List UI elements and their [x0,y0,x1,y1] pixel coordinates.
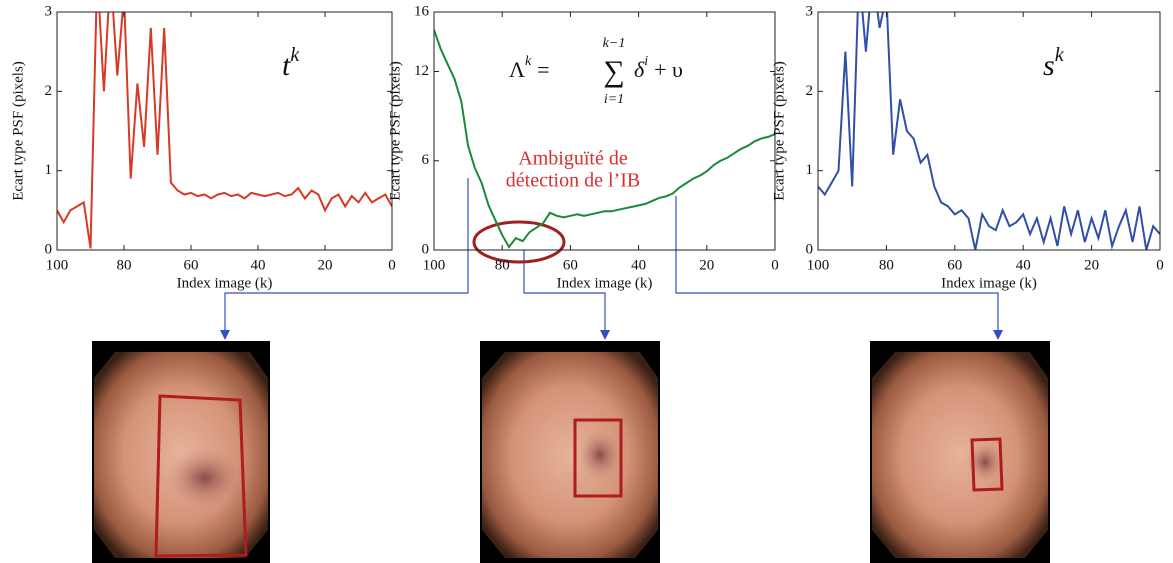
formula: δi + υ [634,54,683,82]
formula-part: k [525,54,532,69]
formula-sum: ∑ [603,55,624,88]
formula-sum-bottom: i=1 [604,92,624,107]
x-tick-label: 0 [771,257,779,273]
data-line [57,12,392,249]
y-tick-label: 1 [45,162,53,178]
x-tick-label: 40 [251,257,266,273]
formula-sum-top: k−1 [603,36,626,51]
x-axis-label: Index image (k) [177,275,273,291]
ambiguity-ellipse [472,220,566,264]
endoscopy-image [480,341,660,563]
x-tick-label: 20 [1084,257,1099,273]
note: Ambiguïté de [518,148,628,170]
y-tick-label: 12 [414,63,429,79]
x-tick-label: 100 [423,257,446,273]
data-line [434,29,775,249]
x-tick-label: 60 [947,257,962,273]
annotation-base: s [1043,49,1055,82]
plot [434,29,775,249]
connectors [224,178,999,336]
x-tick-label: 40 [631,257,646,273]
x-tick-label: 40 [1016,257,1031,273]
annotation-base: t [282,49,291,82]
x-tick-label: 20 [699,257,714,273]
y-axis-label: Ecart type PSF (pixels) [387,61,403,201]
annotation-sup: k [1055,44,1065,66]
y-tick-label: 16 [414,3,430,19]
axes-frame [56,11,393,251]
axes-frame [433,11,776,251]
x-tick-label: 100 [807,257,830,273]
x-tick-label: 20 [318,257,333,273]
x-tick-label: 0 [1156,257,1164,273]
x-axis-label: Index image (k) [557,275,653,291]
formula-part: δ [634,57,645,82]
x-tick-label: 60 [184,257,199,273]
endoscopy-image [92,341,270,563]
x-tick-label: 100 [46,257,69,273]
y-tick-label: 3 [806,3,814,19]
annotation-sup: k [290,44,300,66]
x-axis-label: Index image (k) [941,275,1037,291]
y-tick-label: 2 [806,83,814,99]
axes-frame [817,11,1161,251]
y-tick-label: 0 [422,241,430,257]
formula-part: i [644,54,648,69]
formula-part: + υ [654,57,683,82]
x-tick-label: 0 [388,257,396,273]
y-axis-label: Ecart type PSF (pixels) [10,61,26,201]
y-tick-label: 3 [45,3,53,19]
plot [57,12,392,249]
x-tick-label: 80 [495,257,510,273]
y-axis-label: Ecart type PSF (pixels) [771,61,787,201]
data-line [818,12,1160,250]
x-tick-label: 80 [117,257,132,273]
y-tick-label: 1 [806,162,814,178]
annotation: tk [282,44,300,82]
annotation: sk [1043,44,1065,82]
x-tick-label: 80 [879,257,894,273]
plot [818,12,1160,250]
formula: Λk = [509,54,550,82]
note: détection de l’IB [506,170,640,192]
x-tick-label: 60 [563,257,578,273]
y-tick-label: 2 [45,83,53,99]
endoscopy-image [870,341,1050,563]
formula-part: Λ [509,57,525,82]
y-tick-label: 6 [422,152,430,168]
formula-part: = [537,57,549,82]
arrowheads [220,330,1003,340]
y-tick-label: 0 [45,241,53,257]
y-tick-label: 0 [806,241,814,257]
